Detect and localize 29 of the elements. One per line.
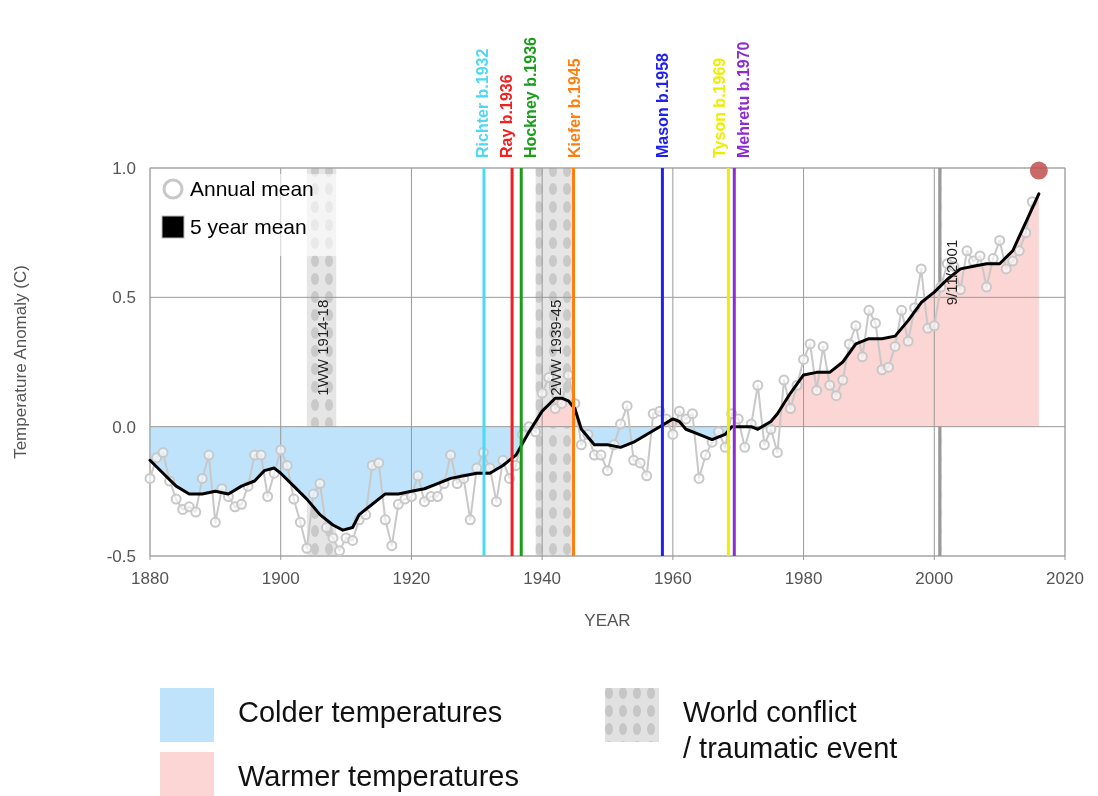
legend-label: Annual mean bbox=[190, 177, 314, 200]
y-axis-title: Temperature Anomaly (C) bbox=[11, 265, 30, 459]
ref-line-label: Richter b.1932 bbox=[473, 48, 491, 158]
ref-line-label: Mason b.1958 bbox=[654, 52, 672, 158]
text: Warmer temperatures bbox=[238, 760, 519, 792]
x-tick-label: 1880 bbox=[131, 569, 169, 588]
x-tick-label: 1900 bbox=[261, 569, 300, 588]
y-tick-label: 0.5 bbox=[112, 288, 136, 308]
y-tick-label: -0.5 bbox=[106, 547, 136, 566]
x-tick-label: 1940 bbox=[523, 569, 562, 588]
band-label: 9/11/2001 bbox=[943, 239, 961, 306]
ref-line-label: Hockney b.1936 bbox=[521, 36, 539, 158]
x-axis-title: YEAR bbox=[584, 611, 631, 630]
x-tick-label: 1980 bbox=[784, 569, 823, 588]
text: World conflict / traumatic event bbox=[683, 696, 898, 764]
text: Colder temperatures bbox=[238, 696, 503, 728]
y-tick-label: 0.0 bbox=[112, 417, 136, 437]
ref-line-label: Mehretu b.1970 bbox=[735, 41, 753, 158]
x-tick-label: 2020 bbox=[1046, 569, 1084, 588]
x-tick-label: 2000 bbox=[915, 569, 954, 588]
band-label: 2WW 1939-45 bbox=[546, 299, 564, 396]
y-tick-label: 1.0 bbox=[112, 159, 136, 178]
x-tick-label: 1920 bbox=[392, 569, 431, 588]
ref-line-label: Kiefer b.1945 bbox=[565, 58, 583, 158]
ref-line-label: Tyson b.1969 bbox=[711, 57, 729, 158]
band-label: 1WW 1914-18 bbox=[313, 299, 331, 396]
x-tick-label: 1960 bbox=[653, 569, 692, 588]
ref-line-label: Ray b.1936 bbox=[497, 74, 515, 158]
legend-label: 5 year mean bbox=[190, 215, 307, 238]
